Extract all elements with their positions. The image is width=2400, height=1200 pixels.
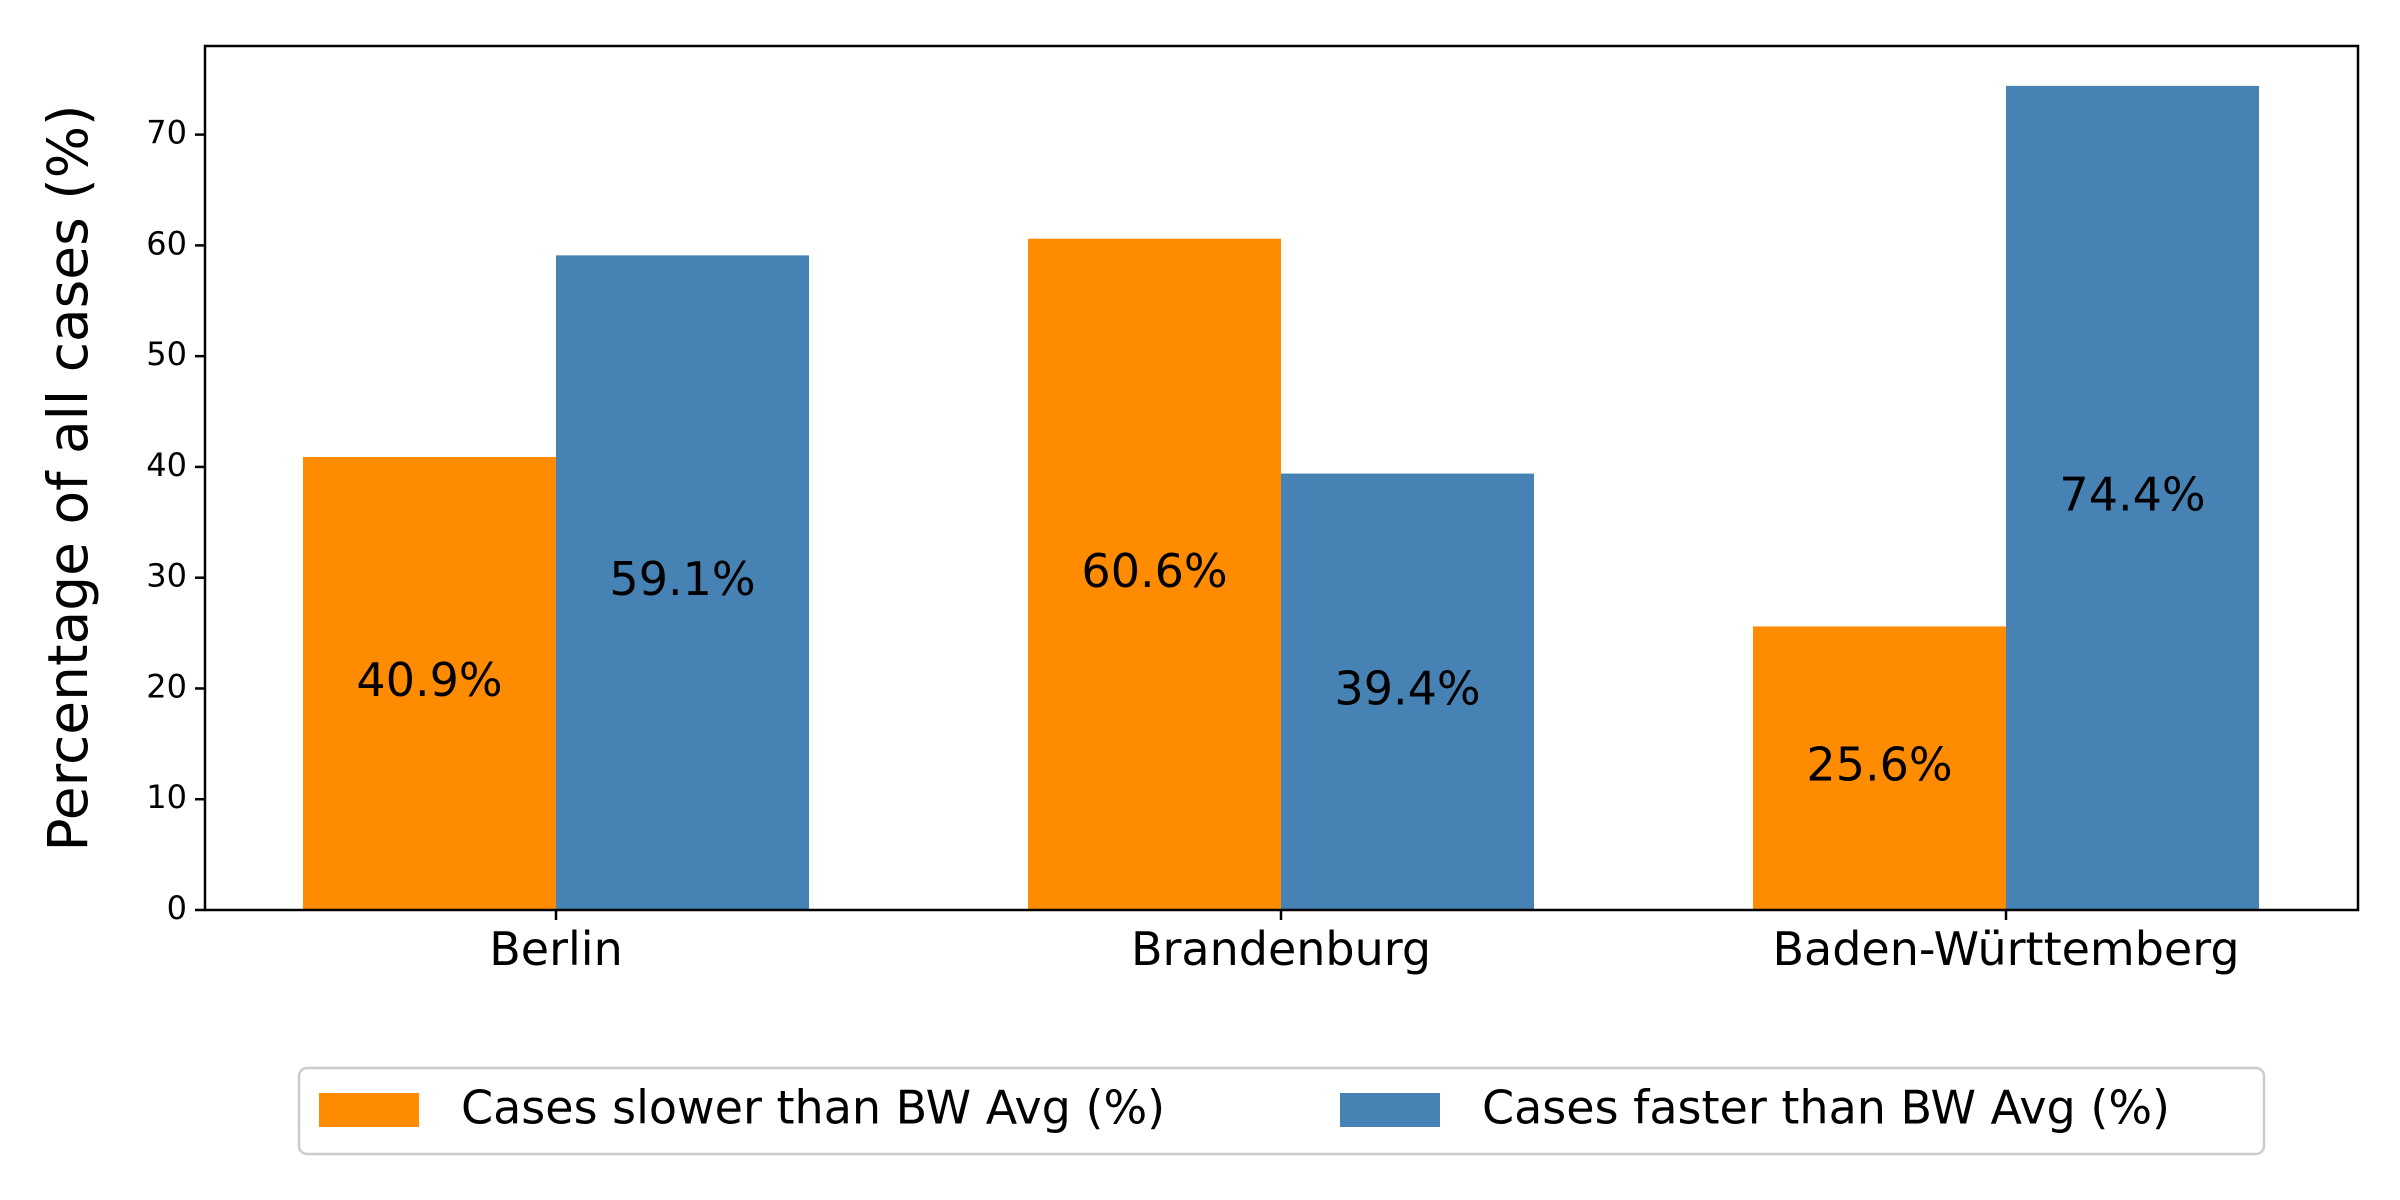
bar-slower-0 xyxy=(303,456,556,910)
x-axis: Berlin Brandenburg Baden-Württemberg xyxy=(489,910,2240,976)
bars-group xyxy=(303,85,2259,910)
legend-label: Cases faster than BW Avg (%) xyxy=(1482,1081,2170,1135)
legend-swatch xyxy=(1340,1093,1440,1127)
bar-value-label: 74.4% xyxy=(2059,467,2205,521)
y-axis-title: Percentage of all cases (%) xyxy=(36,105,100,852)
bar-value-label: 40.9% xyxy=(356,653,502,707)
bar-faster-1 xyxy=(1281,473,1534,910)
x-tick-label: Brandenburg xyxy=(1131,922,1431,976)
bar-slower-1 xyxy=(1028,238,1281,910)
bar-faster-2 xyxy=(2006,85,2259,910)
legend-box xyxy=(297,1066,2266,1156)
x-tick-label: Berlin xyxy=(489,922,623,976)
x-tick-label: Baden-Württemberg xyxy=(1772,922,2239,976)
y-tick-label: 10 xyxy=(146,778,187,816)
bar-slower-2 xyxy=(1753,626,2006,910)
y-tick-label: 60 xyxy=(146,224,187,262)
bar-value-label: 25.6% xyxy=(1806,738,1952,792)
legend-swatch xyxy=(319,1093,419,1127)
legend-label: Cases slower than BW Avg (%) xyxy=(461,1081,1165,1135)
bar-faster-0 xyxy=(556,255,809,910)
legend: Cases slower than BW Avg (%) Cases faster… xyxy=(297,1066,2266,1156)
y-tick-label: 50 xyxy=(146,335,187,373)
bar-value-label: 59.1% xyxy=(609,552,755,606)
y-tick-label: 40 xyxy=(146,446,187,484)
y-axis: 0 10 20 30 40 50 60 70 xyxy=(146,114,205,927)
y-tick-label: 20 xyxy=(146,667,187,705)
bar-value-label: 39.4% xyxy=(1334,661,1480,715)
y-tick-label: 70 xyxy=(146,114,187,152)
y-tick-label: 30 xyxy=(146,557,187,595)
bar-labels-group: 40.9% 59.1% 60.6% 39.4% 25.6% 74.4% xyxy=(356,467,2205,791)
y-tick-label: 0 xyxy=(167,889,187,927)
bar-value-label: 60.6% xyxy=(1081,544,1227,598)
